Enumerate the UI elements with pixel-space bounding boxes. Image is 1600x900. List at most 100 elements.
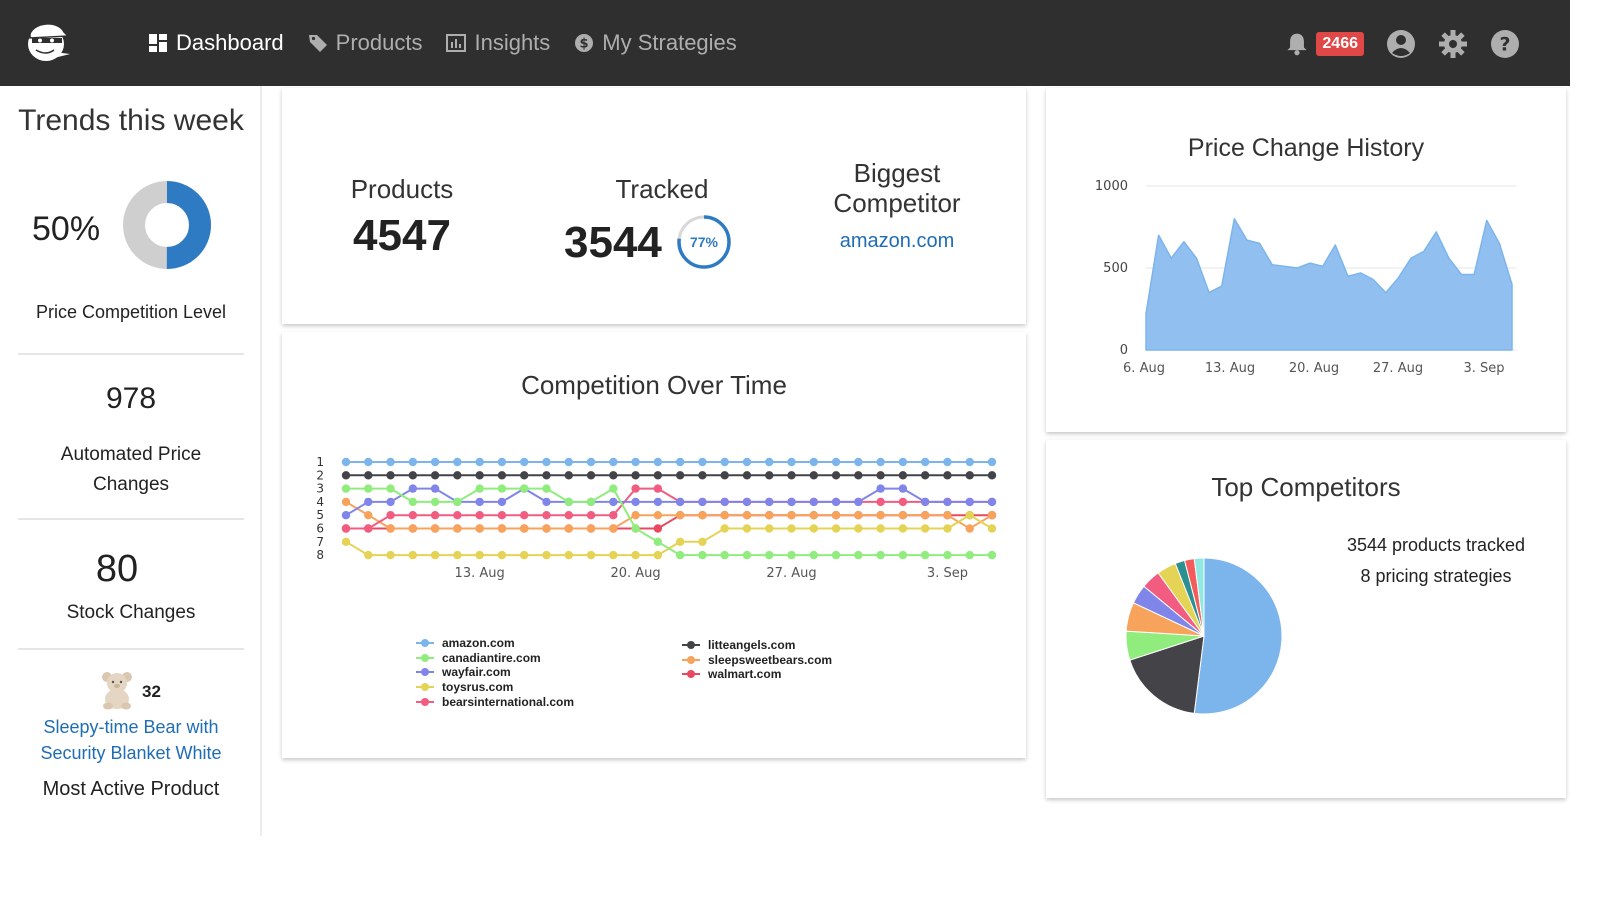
series-point [430, 550, 440, 560]
legend-item[interactable]: litteangels.com [682, 638, 832, 653]
logo-icon[interactable] [24, 18, 72, 66]
nav-products[interactable]: Products [308, 30, 422, 56]
series-point [408, 484, 418, 493]
series-point [720, 471, 729, 480]
teddy-bear-product-image[interactable] [98, 670, 136, 710]
settings-gear-icon[interactable] [1438, 29, 1468, 59]
series-point [765, 550, 774, 560]
legend-label: litteangels.com [708, 638, 796, 653]
series-point [497, 484, 507, 493]
series-point [497, 497, 507, 507]
series-point [341, 524, 351, 533]
svg-text:?: ? [1499, 34, 1510, 56]
series-point [898, 471, 908, 480]
series-point [920, 511, 930, 520]
series-point [453, 524, 462, 533]
legend-item[interactable]: sleepsweetbears.com [682, 653, 832, 668]
bell-icon[interactable] [1284, 31, 1310, 57]
x-tick-label: 3. Sep [1463, 361, 1504, 376]
series-point [520, 471, 529, 480]
legend-label: amazon.com [442, 636, 515, 651]
legend-label: wayfair.com [442, 665, 511, 680]
notification-count-badge[interactable]: 2466 [1316, 32, 1364, 56]
competitor-stat: Biggest Competitor amazon.com [812, 158, 982, 253]
competitor-link[interactable]: amazon.com [839, 230, 955, 252]
active-product-link[interactable]: Sleepy-time Bear with Security Blanket W… [40, 717, 222, 763]
series-point [520, 524, 529, 533]
series-point [408, 497, 418, 507]
nav-dashboard[interactable]: Dashboard [148, 30, 284, 56]
y-tick-label: 7 [316, 535, 324, 549]
series-point [920, 497, 930, 507]
series-point [698, 497, 707, 507]
series-point [564, 457, 573, 467]
series-point [520, 457, 529, 467]
series-point [475, 550, 484, 560]
series-point [586, 457, 596, 467]
notifications[interactable]: 2466 [1284, 31, 1364, 57]
dollar-circle-icon: $ [575, 34, 594, 52]
stock-changes-label: Stock Changes [66, 602, 196, 623]
x-tick-label: 3. Sep [927, 566, 968, 581]
legend-marker [416, 638, 434, 648]
series-point [430, 497, 440, 507]
series-point [965, 524, 974, 533]
series-point [898, 550, 908, 560]
series-point [386, 511, 395, 520]
series-point [386, 471, 395, 480]
series-point [542, 511, 551, 520]
user-account-icon[interactable] [1386, 29, 1416, 59]
series-point [341, 511, 351, 520]
nav-insights-label: Insights [474, 30, 551, 55]
series-point [831, 511, 841, 520]
legend-marker [416, 667, 434, 677]
series-point [609, 550, 618, 560]
series-point [854, 497, 863, 507]
series-point [965, 471, 974, 480]
series-point [898, 497, 908, 507]
series-point [787, 457, 796, 467]
series-point [787, 550, 796, 560]
dashboard-icon [149, 34, 167, 52]
series-point [920, 524, 930, 533]
price-history-area [1145, 218, 1513, 351]
series-point [453, 497, 462, 507]
x-tick-label: 20. Aug [610, 566, 660, 581]
legend-item[interactable]: toysrus.com [416, 680, 574, 695]
series-point [408, 471, 418, 480]
series-point [364, 471, 373, 480]
series-point [898, 484, 908, 493]
series-point [831, 471, 841, 480]
nav-insights[interactable]: Insights [446, 30, 550, 56]
series-point [609, 524, 618, 533]
divider [18, 353, 244, 355]
help-icon[interactable]: ? [1490, 29, 1520, 59]
series-point [475, 471, 484, 480]
series-point [564, 511, 573, 520]
trends-sidebar: Trends this week 50% Price Competition L… [0, 86, 262, 836]
svg-text:$: $ [580, 37, 589, 52]
legend-item[interactable]: amazon.com [416, 636, 574, 651]
pricing-strategies-text: 8 pricing strategies [1360, 566, 1512, 586]
series-point [653, 524, 663, 533]
series-point [453, 471, 462, 480]
legend-item[interactable]: walmart.com [682, 667, 832, 682]
competition-percent: 50% [32, 210, 101, 248]
series-point [831, 524, 841, 533]
series-point [341, 537, 351, 546]
price-history-title: Price Change History [1187, 134, 1425, 162]
legend-item[interactable]: bearsinternational.com [416, 694, 574, 709]
competitors-summary: 3544 products tracked 8 pricing strategi… [1336, 530, 1536, 592]
pie-slice-other-3 [1193, 557, 1205, 637]
legend-item[interactable]: canadiantire.com [416, 651, 574, 666]
y-tick-label: 6 [316, 522, 324, 536]
nav-my-strategies[interactable]: $ My Strategies [574, 30, 737, 56]
series-point [609, 457, 618, 467]
series-point [475, 511, 484, 520]
series-point [653, 550, 663, 560]
legend-item[interactable]: wayfair.com [416, 665, 574, 680]
series-point [943, 511, 952, 520]
series-point [876, 511, 885, 520]
y-tick-label: 500 [1103, 261, 1128, 276]
series-point [408, 550, 418, 560]
